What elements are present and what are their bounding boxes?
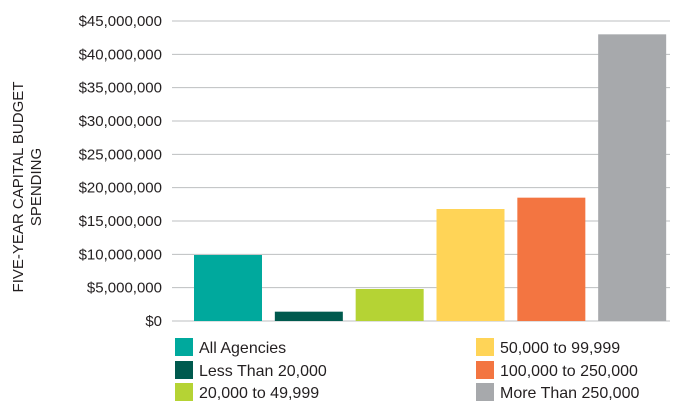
y-tick-label: $0 — [145, 313, 162, 330]
legend-swatch — [175, 338, 193, 356]
y-tick-label: $30,000,000 — [79, 113, 162, 130]
legend-label: 50,000 to 99,999 — [500, 340, 620, 357]
y-tick-label: $45,000,000 — [79, 13, 162, 30]
legend-item: More Than 250,000 — [476, 383, 639, 402]
legend-label: More Than 250,000 — [500, 385, 639, 402]
legend-label: Less Than 20,000 — [199, 363, 327, 380]
bar-6 — [598, 34, 667, 321]
y-axis-ticks: $0 $5,000,000 $10,000,000 $15,000,000 $20,00… — [79, 13, 162, 330]
legend-swatch — [476, 383, 494, 401]
bar-2 — [274, 311, 343, 321]
legend-item: 100,000 to 250,000 — [476, 361, 638, 380]
legend-item: 20,000 to 49,999 — [175, 383, 319, 402]
legend-swatch — [175, 383, 193, 401]
legend-item: Less Than 20,000 — [175, 361, 327, 380]
y-axis-title-line-1: FIVE-YEAR CAPITAL BUDGET — [10, 82, 27, 293]
legend-swatch — [476, 361, 494, 379]
y-tick-label: $5,000,000 — [87, 280, 162, 297]
y-axis-title: FIVE-YEAR CAPITAL BUDGET SPENDING — [10, 82, 45, 293]
legend-label: 20,000 to 49,999 — [199, 385, 319, 402]
legend-item: 50,000 to 99,999 — [476, 338, 620, 357]
bar-1 — [194, 255, 262, 321]
y-axis-title-line-2: SPENDING — [28, 148, 45, 226]
legend-swatch — [476, 338, 494, 356]
y-tick-label: $35,000,000 — [79, 80, 162, 97]
legend-swatch — [175, 361, 193, 379]
legend-item: All Agencies — [175, 338, 286, 357]
y-tick-label: $10,000,000 — [79, 246, 162, 263]
bar-3 — [355, 289, 424, 321]
bars — [194, 34, 667, 321]
bar-4 — [436, 209, 505, 321]
y-tick-label: $20,000,000 — [79, 180, 162, 197]
legend-label: 100,000 to 250,000 — [500, 363, 638, 380]
legend-label: All Agencies — [199, 340, 286, 357]
y-tick-label: $40,000,000 — [79, 46, 162, 63]
legend: All Agencies Less Than 20,000 20,000 to 49… — [175, 338, 639, 402]
bar-5 — [517, 197, 586, 321]
y-tick-label: $15,000,000 — [79, 213, 162, 230]
y-tick-label: $25,000,000 — [79, 146, 162, 163]
